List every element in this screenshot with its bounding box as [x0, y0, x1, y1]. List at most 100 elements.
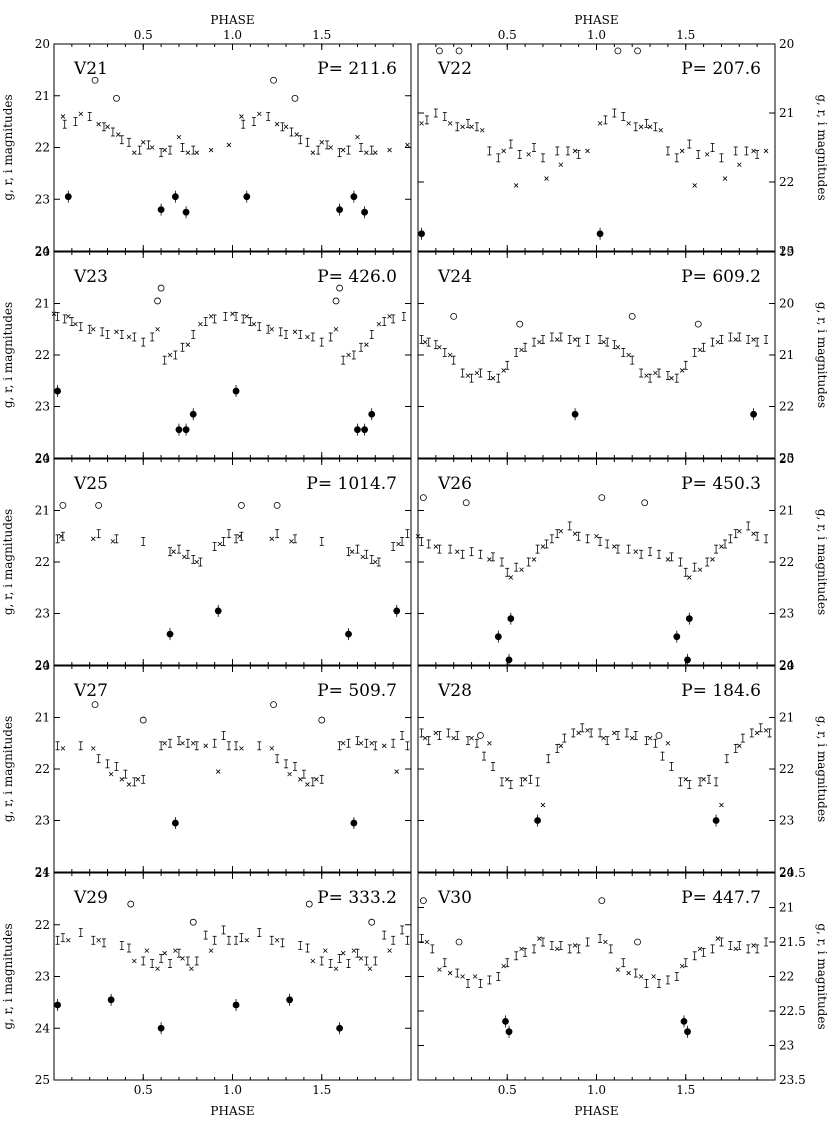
i-point	[65, 937, 71, 943]
i-point	[239, 114, 244, 119]
y-tick-label: 23	[779, 607, 794, 621]
g-point	[54, 1001, 61, 1009]
i-point	[108, 771, 114, 777]
g-open-point	[641, 499, 649, 507]
i-point	[692, 183, 697, 188]
g-open-point	[628, 312, 636, 320]
i-point	[328, 145, 333, 150]
i-point	[665, 740, 671, 746]
g-open-point	[634, 47, 641, 55]
i-point	[376, 321, 382, 327]
i-point	[310, 150, 316, 155]
i-point	[251, 321, 257, 327]
i-point	[644, 373, 649, 378]
i-point	[653, 370, 658, 376]
y-tick-label: 23	[35, 607, 50, 621]
i-point	[572, 148, 578, 154]
i-point	[465, 373, 471, 378]
i-point	[526, 152, 531, 157]
i-point	[531, 557, 537, 562]
g-point	[107, 996, 115, 1004]
g-point	[54, 387, 61, 395]
panel-id: V30	[437, 888, 472, 908]
g-open-point	[655, 732, 663, 739]
g-point	[494, 633, 502, 641]
i-point	[126, 334, 132, 340]
i-point	[162, 740, 167, 746]
i-point	[763, 148, 769, 154]
i-point	[601, 735, 606, 741]
g-open-point	[634, 938, 641, 946]
g-point	[182, 208, 190, 216]
g-open-point	[598, 494, 606, 502]
i-point	[679, 963, 685, 969]
g-open-point	[436, 47, 443, 55]
g-open-point	[419, 494, 427, 502]
i-point	[173, 948, 178, 953]
i-point	[144, 948, 150, 953]
i-point	[333, 966, 339, 972]
i-point	[60, 114, 66, 119]
g-open-point	[598, 897, 606, 904]
y-axis-title-left: g, r, i magnitudes	[1, 509, 15, 615]
i-point	[274, 937, 280, 943]
y-tick-label: 20	[779, 452, 794, 466]
i-point	[355, 134, 360, 140]
i-point	[58, 533, 64, 539]
i-point	[679, 368, 685, 373]
y-axis-title-left: g, r, i magnitudes	[1, 94, 15, 200]
g-point	[393, 607, 401, 615]
g-open-point	[291, 94, 299, 102]
i-point	[715, 339, 721, 345]
i-point	[519, 567, 524, 573]
period-label: P= 211.6	[317, 59, 397, 79]
period-label: P= 450.3	[681, 474, 761, 494]
g-open-point	[127, 900, 135, 908]
y-tick-label: 24	[779, 658, 795, 672]
period-label: P= 207.6	[681, 59, 761, 79]
i-point	[358, 956, 364, 961]
i-point	[358, 740, 364, 746]
i-point	[274, 121, 280, 127]
i-point	[360, 554, 366, 560]
i-point	[433, 730, 439, 736]
y-tick-label: 21	[779, 504, 794, 518]
y-tick-label: 21	[35, 711, 50, 725]
i-point	[115, 132, 121, 137]
y-tick-label: 24	[35, 865, 51, 879]
x-tick-label-bottom: 1.5	[312, 1083, 331, 1097]
g-open-point	[189, 918, 197, 926]
panel-id: V24	[437, 267, 472, 287]
i-point	[90, 326, 96, 332]
i-point	[340, 950, 346, 956]
g-point	[350, 193, 358, 201]
i-point	[472, 974, 478, 979]
g-open-point	[270, 701, 277, 709]
i-point	[208, 314, 214, 319]
y-tick-label: 21	[779, 711, 794, 725]
i-point	[162, 147, 167, 153]
g-open-point	[270, 76, 277, 84]
y-tick-label: 21	[35, 504, 50, 518]
g-point	[712, 817, 720, 824]
i-point	[576, 730, 581, 736]
y-axis-title-left: g, r, i magnitudes	[1, 716, 15, 822]
g-point	[286, 996, 294, 1004]
i-point	[537, 936, 542, 941]
x-tick-label-top: 1.0	[587, 28, 606, 42]
i-point	[349, 549, 355, 554]
panel-id: V22	[437, 59, 472, 79]
i-point	[558, 528, 564, 534]
y-tick-label: 19	[779, 245, 794, 259]
i-point	[687, 575, 692, 580]
i-point	[763, 728, 769, 733]
g-open-point	[455, 47, 463, 55]
i-point	[149, 145, 155, 150]
y-tick-label: 20	[779, 297, 794, 311]
i-point	[522, 777, 528, 782]
x-axis-title-top: PHASE	[574, 13, 618, 27]
i-point	[447, 352, 453, 358]
i-point	[155, 966, 160, 972]
i-point	[298, 777, 303, 782]
i-point	[638, 974, 644, 979]
